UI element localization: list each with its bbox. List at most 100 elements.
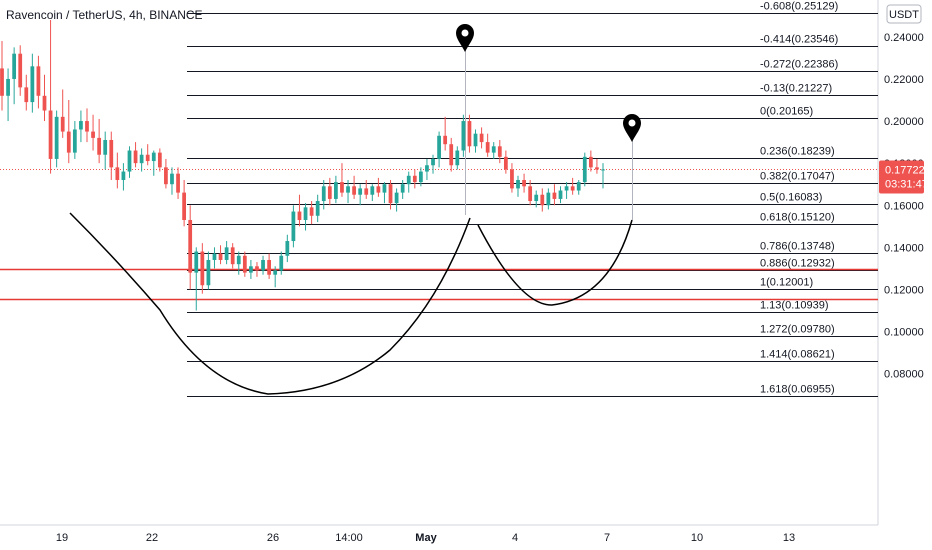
candle-down (467, 114, 472, 153)
candle-down (97, 118, 102, 164)
candle-down (115, 152, 120, 189)
candle-up (564, 182, 569, 199)
candle-body (455, 150, 460, 166)
candle-body (473, 133, 478, 147)
fib-level-label: 0.618(0.15120) (760, 212, 835, 224)
candle-down (255, 262, 259, 277)
candle-body (230, 247, 235, 265)
candle-down (85, 108, 89, 143)
candle-up (261, 255, 265, 275)
x-axis-tick-label: 26 (267, 532, 279, 544)
pin-shape (623, 114, 641, 142)
candle-body (133, 150, 138, 164)
candle-body (516, 179, 520, 189)
candle-up (139, 148, 144, 172)
candle-down (485, 133, 490, 157)
candle-down (157, 148, 162, 172)
candle-body (267, 259, 271, 275)
y-axis-tick-label: 0.26000 (884, 0, 924, 2)
candle-body (206, 259, 211, 286)
candle-body (588, 156, 593, 168)
currency-badge[interactable] (886, 4, 922, 24)
candle-down (36, 55, 41, 109)
candle-down (24, 74, 29, 111)
candle-body (12, 53, 17, 79)
candle-body (42, 95, 47, 111)
candle-up (273, 266, 278, 288)
candle-down (503, 150, 508, 174)
candle-body (6, 78, 10, 96)
candle-up (558, 186, 563, 204)
candle-body (309, 207, 314, 216)
fib-level-label: 1(0.12001) (760, 277, 813, 289)
candle-body (582, 156, 587, 183)
x-axis-tick-label: 13 (783, 532, 795, 544)
candle-body (461, 121, 466, 151)
candle-body (79, 121, 83, 130)
candle-body (0, 68, 4, 96)
candle-body (109, 139, 114, 168)
candle-up (370, 184, 375, 202)
candle-body (388, 184, 393, 204)
candle-down (449, 137, 454, 172)
y-axis-tick-label: 0.14000 (884, 242, 924, 254)
candle-body (595, 167, 599, 170)
candle-body (115, 167, 120, 180)
candle-body (564, 186, 569, 191)
candle-down (376, 177, 381, 197)
candle-up (249, 259, 253, 279)
candle-body (601, 169, 605, 171)
fib-level-label: 0.886(0.12932) (760, 258, 835, 270)
candle-up (406, 171, 411, 193)
candle-body (358, 188, 363, 195)
candle-up (151, 150, 156, 176)
candle-down (522, 173, 526, 193)
candle-down (497, 139, 502, 164)
candle-down (352, 175, 356, 199)
candle-body (145, 154, 150, 162)
candle-up (473, 129, 478, 153)
candle-down (60, 89, 65, 138)
x-axis-tick-label: 4 (512, 532, 518, 544)
candle-body (418, 171, 423, 183)
candle-body (30, 66, 35, 103)
candle-up (425, 158, 429, 180)
candle-body (91, 131, 95, 138)
candle-down (188, 205, 193, 290)
cup-curve (69, 212, 471, 395)
candle-body (72, 129, 77, 153)
candle-body (412, 175, 417, 183)
candle-up (54, 110, 59, 168)
candle-up (236, 251, 241, 275)
candle-body (540, 194, 545, 206)
candle-body (394, 192, 399, 204)
candle-up (346, 179, 350, 204)
pin-hole (461, 29, 469, 37)
candle-body (249, 266, 253, 273)
fib-level-label: 1.618(0.06955) (760, 384, 835, 396)
candle-body (54, 116, 59, 159)
candle-body (479, 133, 484, 143)
candle-body (24, 87, 29, 103)
candle-body (327, 186, 332, 199)
candle-body (188, 219, 193, 273)
chart-title: Ravencoin / TetherUS, 4h, BINANCE (6, 8, 203, 22)
x-axis-tick-label: 14:00 (335, 532, 363, 544)
y-axis-tick-label: 0.22000 (884, 74, 924, 86)
candle-down (182, 179, 187, 227)
candle-up (12, 47, 17, 105)
fib-level-label: 1.272(0.09780) (760, 324, 835, 336)
candle-body (303, 207, 308, 220)
y-axis-tick-label: 0.08000 (884, 369, 924, 381)
candle-down (164, 158, 168, 189)
candle-down (340, 163, 344, 197)
pin-shape (456, 24, 474, 52)
candle-up (303, 203, 308, 231)
candle-body (364, 188, 369, 195)
candle-down (388, 179, 393, 210)
candle-body (552, 192, 557, 199)
candle-body (121, 171, 126, 180)
candle-up (291, 205, 296, 248)
x-axis-tick-label: May (415, 532, 437, 544)
